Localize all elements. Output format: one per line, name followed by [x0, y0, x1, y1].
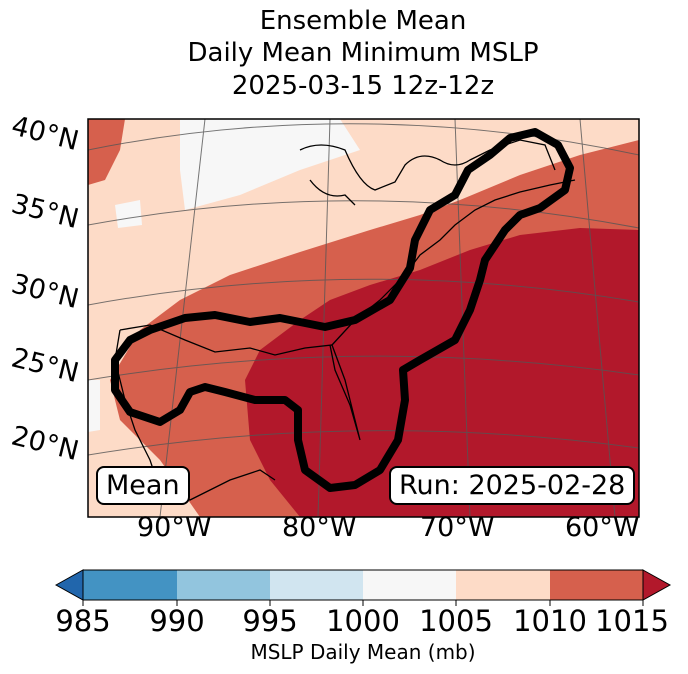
colorbar-extend-high — [642, 569, 672, 601]
colorbar-tick-995: 995 — [242, 604, 298, 638]
colorbar-tick-1000: 1000 — [326, 604, 400, 638]
field-over-1015 — [245, 228, 639, 517]
title-line-2: Daily Mean Minimum MSLP — [187, 38, 539, 68]
colorbar-band-985-990 — [83, 570, 177, 600]
mean-box: Mean — [96, 466, 190, 505]
title-line-3: 2025-03-15 12z-12z — [231, 71, 495, 101]
field-1000-1005-west — [88, 380, 100, 432]
lon-label-80w: 80°W — [282, 512, 357, 543]
contour-outline — [111, 128, 574, 492]
field-1000-1005 — [180, 119, 360, 210]
colorbar-tick-1015: 1015 — [595, 604, 669, 638]
lon-label-90w: 90°W — [137, 512, 212, 543]
lon-label-60w: 60°W — [565, 512, 640, 543]
colorbar-label: MSLP Daily Mean (mb) — [250, 640, 476, 664]
map-frame — [87, 118, 640, 518]
run-date-box: Run: 2025-02-28 — [389, 466, 636, 505]
colorbar-band-1000-1005 — [363, 570, 456, 600]
coastlines — [114, 139, 576, 501]
colorbar-tick-990: 990 — [149, 604, 205, 638]
field-1000-1005-small — [115, 200, 142, 228]
colorbar-band-990-995 — [177, 570, 270, 600]
colorbar-band-1010-1015 — [550, 570, 643, 600]
colorbar-band-1005-1010 — [456, 570, 550, 600]
colorbar-tick-985: 985 — [55, 604, 111, 638]
colorbar-tick-1005: 1005 — [419, 604, 493, 638]
field-1010-1015-nw — [88, 119, 125, 185]
colorbar-extend-low — [54, 569, 84, 601]
graticule — [88, 119, 639, 517]
colorbar-tick-1010: 1010 — [513, 604, 587, 638]
title-line-1: Ensemble Mean — [259, 6, 467, 36]
lon-label-70w: 70°W — [420, 512, 495, 543]
colorbar-band-995-1000 — [270, 570, 363, 600]
